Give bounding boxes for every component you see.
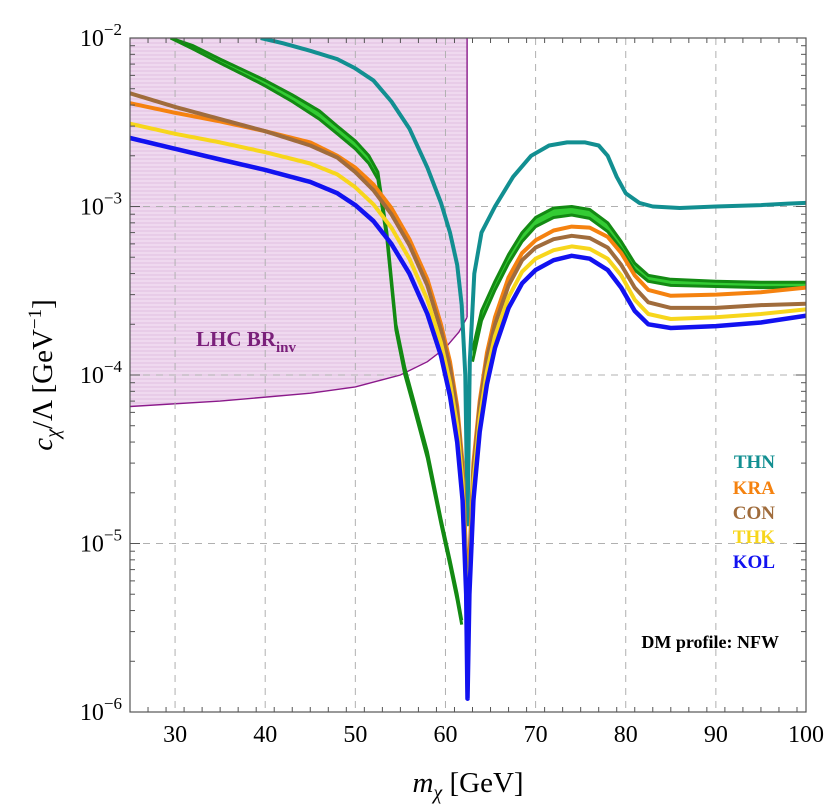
legend-entry-thk: THK (733, 527, 775, 548)
series-line-thn (260, 38, 806, 527)
series-line-kol (130, 135, 806, 701)
x-tick-label: 60 (433, 722, 457, 748)
x-axis-label: mχ [GeV] (412, 767, 523, 804)
y-tick-label: 10−2 (80, 20, 122, 52)
axis-ticks (129, 38, 806, 713)
excluded-region-label: LHC BRinv (196, 327, 296, 356)
y-axis-label: cχ/Λ [GeV−1] (25, 299, 64, 451)
y-tick-label: 10−5 (80, 526, 122, 558)
x-tick-label: 30 (163, 722, 187, 748)
green-band-right-upper (471, 205, 806, 351)
excluded-region (130, 38, 468, 408)
green-band-right-fill (472, 206, 806, 362)
legend-entry-con: CON (733, 503, 776, 524)
legend-entry-kra: KRA (733, 478, 776, 499)
green-band-series (169, 38, 806, 625)
legend-entry-thn: THN (734, 452, 775, 473)
excluded-region-boundary (130, 316, 468, 408)
green-band-right-lower (471, 213, 806, 363)
series-lines (130, 38, 806, 701)
y-tick-labels: 10−6 10−5 10−4 10−3 10−2 (80, 20, 123, 726)
x-tick-label: 100 (788, 722, 824, 748)
legend: THN KRA CON THK KOL (733, 452, 776, 573)
x-tick-label: 90 (704, 722, 728, 748)
x-tick-labels: 30 40 50 60 70 80 90 100 (163, 722, 824, 748)
x-tick-label: 70 (524, 722, 548, 748)
x-tick-label: 50 (343, 722, 367, 748)
y-tick-label: 10−4 (80, 357, 123, 389)
y-tick-label: 10−6 (80, 694, 122, 726)
x-tick-label: 40 (253, 722, 277, 748)
excluded-region-fill (130, 38, 468, 407)
legend-entry-kol: KOL (733, 552, 775, 573)
x-tick-label: 80 (614, 722, 638, 748)
y-tick-label: 10−3 (80, 189, 122, 221)
profile-annotation: DM profile: NFW (641, 632, 779, 652)
green-band-left-lower (169, 38, 464, 625)
